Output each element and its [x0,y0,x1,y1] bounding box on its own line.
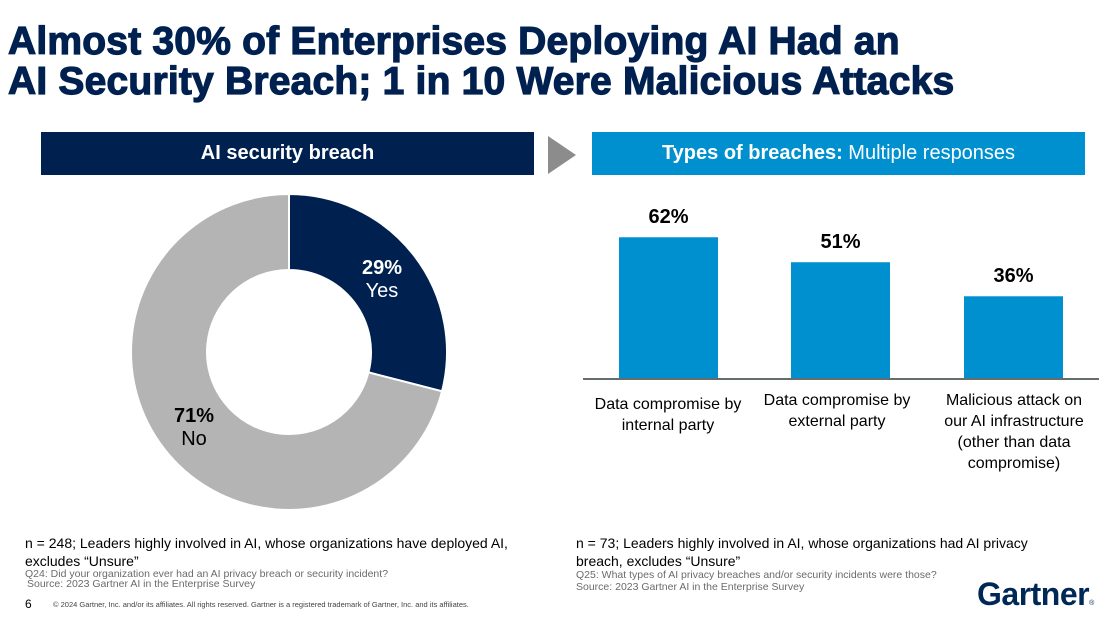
bar-category-line: Data compromise by [594,396,742,413]
title-line-2: AI Security Breach; 1 in 10 Were Malicio… [7,60,955,103]
bar-category-line: internal party [621,417,715,434]
page-number: 6 [25,597,32,611]
bar [619,237,718,378]
donut-category-no: No [181,428,207,450]
bar-category-line: compromise) [967,455,1061,472]
bar [964,296,1063,378]
bar-category-label: Malicious attack on our AI infrastructur… [929,390,1099,474]
registered-mark: ® [1089,600,1094,607]
donut-slice-no [130,192,444,511]
bar-category-label: Data compromise by internal party [583,394,753,436]
left-source: Source: 2023 Gartner AI in the Enterpris… [27,578,256,590]
donut-value-yes: 29% [361,257,403,279]
bar-category-label: Data compromise by external party [752,390,922,432]
donut-value-no: 71% [173,405,215,427]
bar-category-line: (other than data [957,434,1071,451]
right-question: Q25: What types of AI privacy breaches a… [576,569,937,581]
donut-label-no: 71% No [164,405,224,451]
title-line-1: Almost 30% of Enterprises Deploying AI H… [7,20,900,63]
bar-value-label: 51% [820,231,861,254]
bar-category-line: our AI infrastructure [944,413,1084,430]
bar-value-label: 36% [993,265,1034,288]
bar-category-line: external party [788,413,886,430]
right-panel-header-regular: Multiple responses [842,142,1016,164]
left-question: Q24: Did your organization ever had an A… [25,568,389,580]
donut-chart [130,192,448,511]
left-panel-header: AI security breach [41,132,534,175]
gartner-logo: Gartner® [977,576,1094,613]
left-panel-header-text: AI security breach [200,142,375,164]
bar-category-line: Data compromise by [763,392,911,409]
page-title: Almost 30% of Enterprises Deploying AI H… [7,20,1108,103]
right-source: Source: 2023 Gartner AI in the Enterpris… [576,581,805,593]
donut-slice-yes [288,192,448,393]
right-sample-note: n = 73; Leaders highly involved in AI, w… [576,535,1028,569]
logo-text: Gartner [977,576,1090,612]
bar-category-line: Malicious attack on [945,392,1083,409]
right-panel-header: Types of breaches: Multiple responses [592,132,1085,175]
arrow-right-icon [548,136,576,174]
right-panel-header-bold: Types of breaches: [661,142,843,164]
copyright-notice: © 2024 Gartner, Inc. and/or its affiliat… [53,600,469,609]
donut-category-yes: Yes [365,280,399,302]
bar-value-label: 62% [648,206,689,229]
left-sample-note: n = 248; Leaders highly involved in AI, … [25,535,508,569]
donut-label-yes: 29% Yes [352,257,412,303]
bar [791,262,890,378]
bar-chart [583,237,1099,380]
